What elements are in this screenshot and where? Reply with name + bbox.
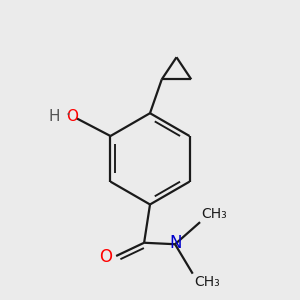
Text: H: H — [49, 110, 60, 124]
Text: CH₃: CH₃ — [202, 207, 227, 221]
Text: O: O — [99, 248, 112, 266]
Text: ·: · — [65, 109, 70, 124]
Text: CH₃: CH₃ — [194, 275, 220, 289]
Text: N: N — [170, 234, 182, 252]
Text: O: O — [66, 110, 78, 124]
